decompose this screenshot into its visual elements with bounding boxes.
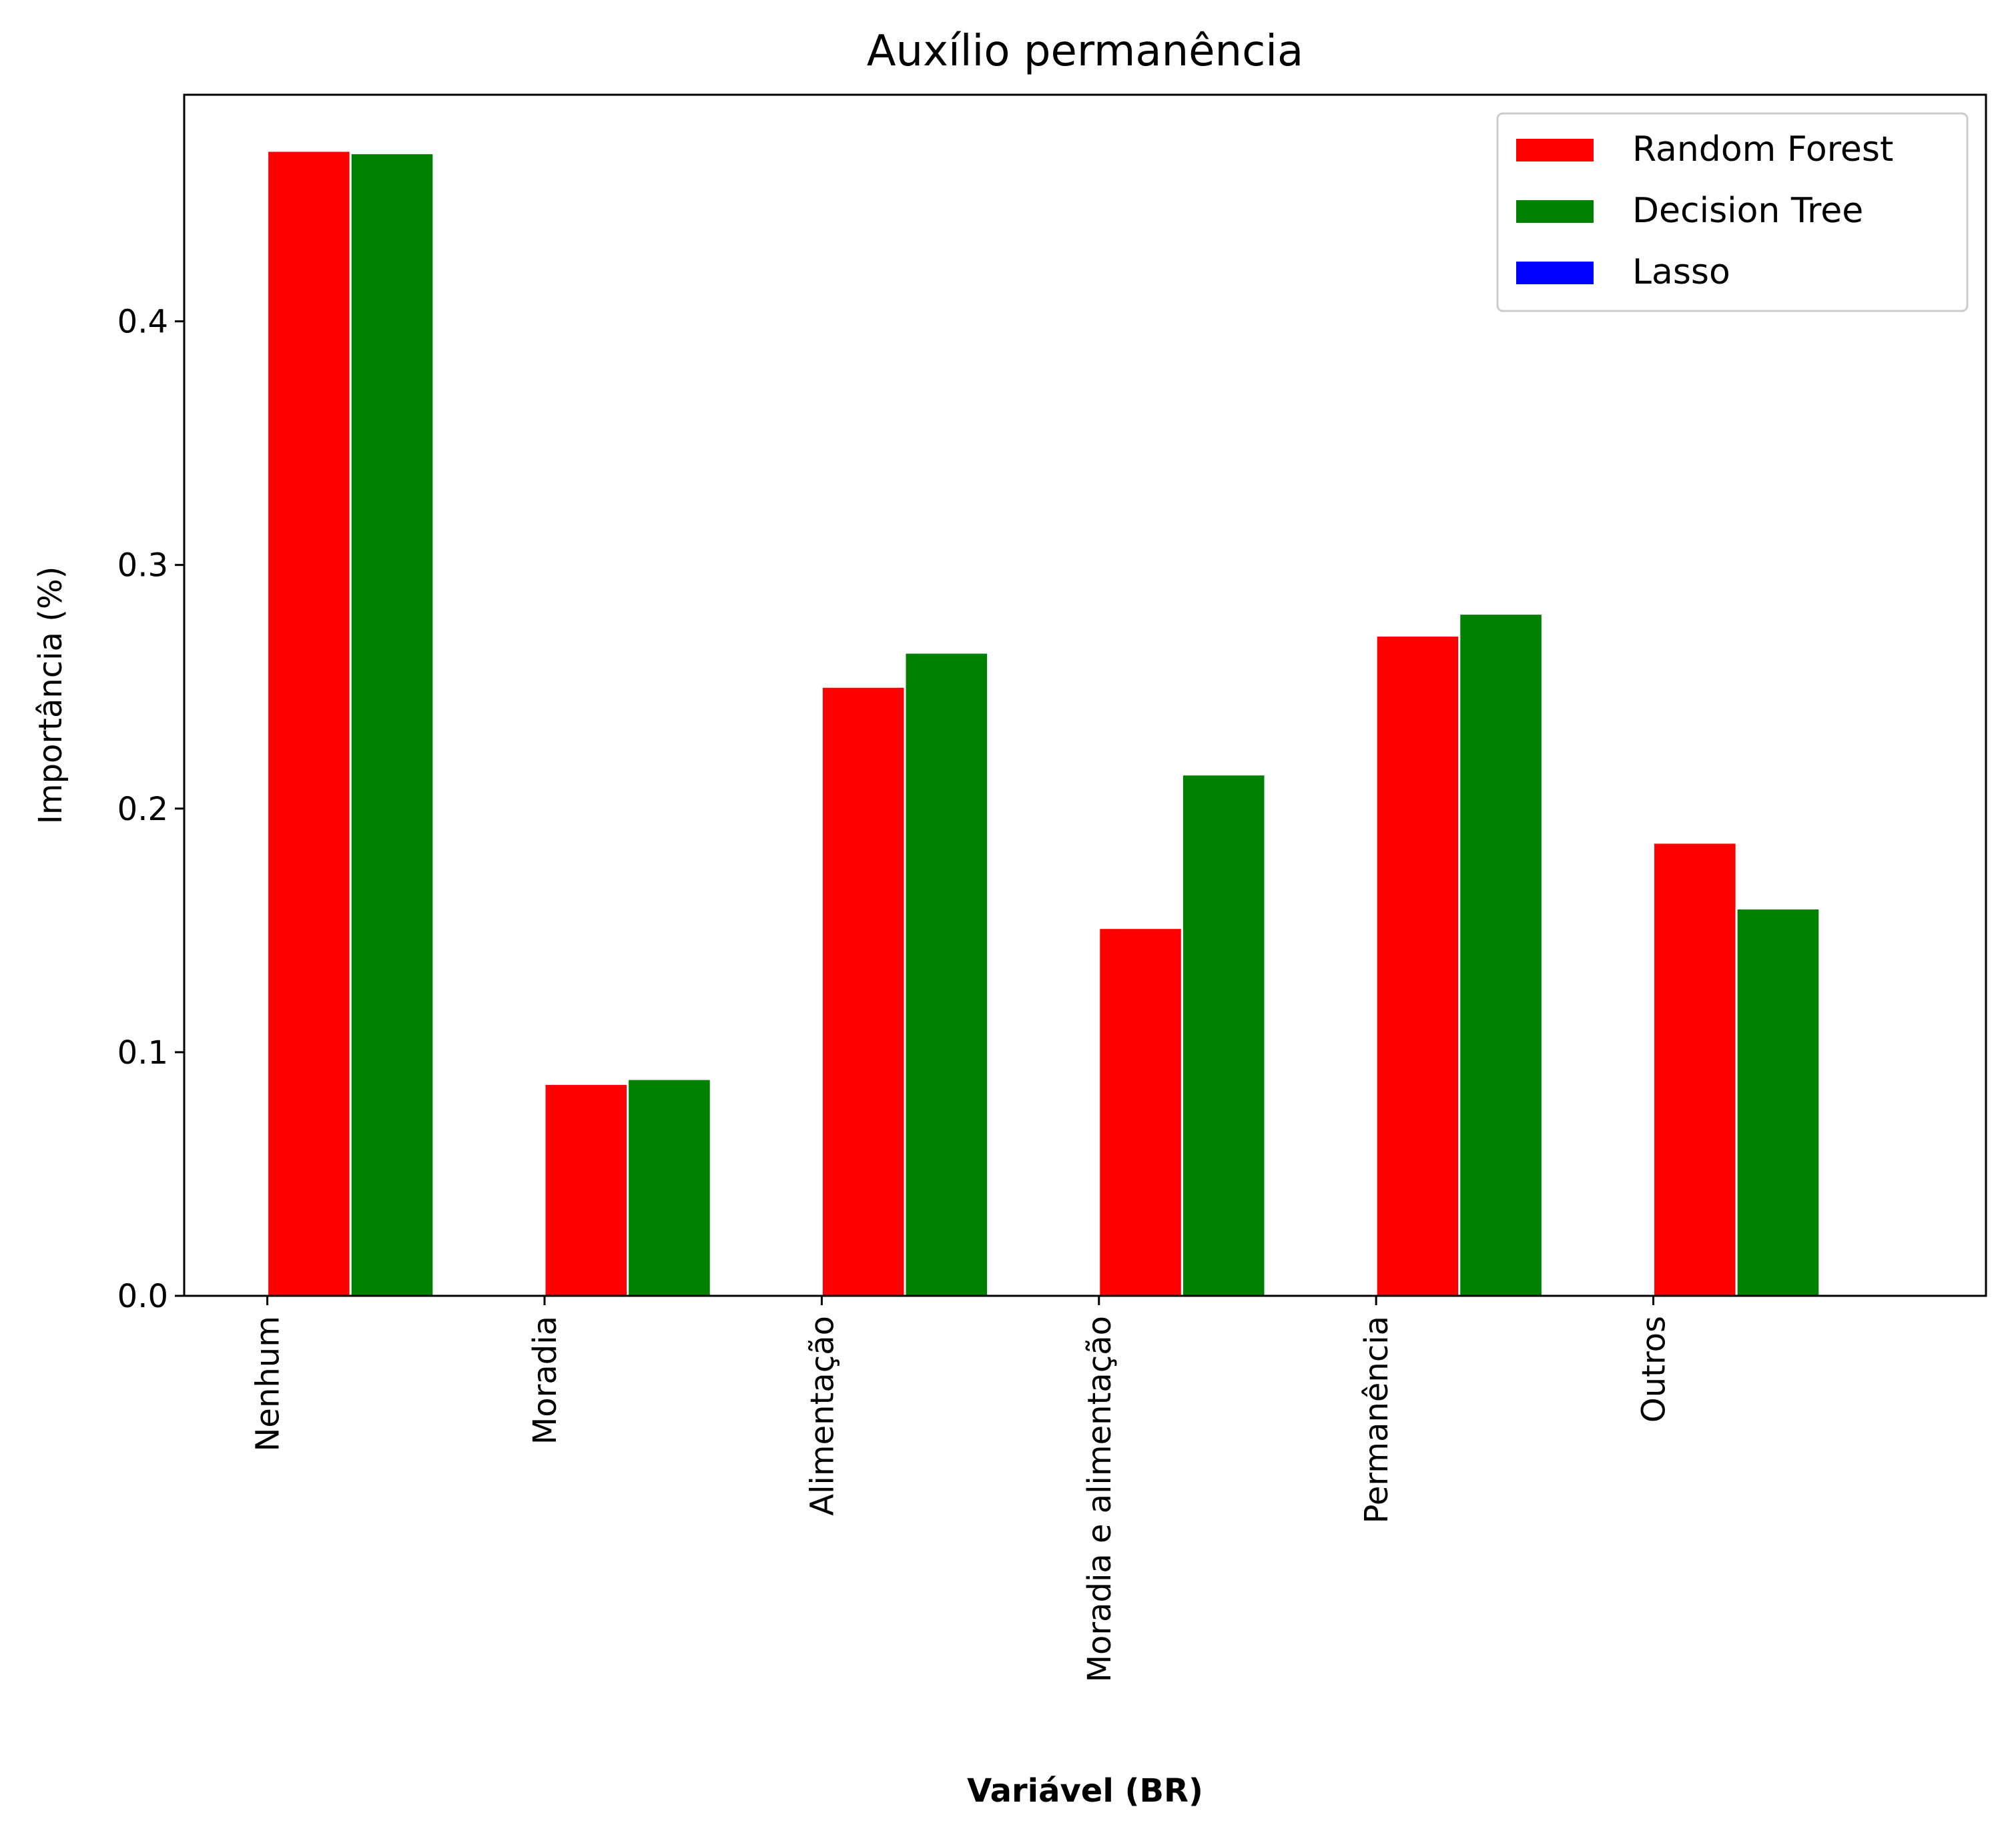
- y-tick-label: 0.0: [117, 1278, 168, 1315]
- legend-swatch-decision-tree: [1516, 200, 1594, 223]
- legend-swatch-random-forest: [1516, 139, 1594, 161]
- y-tick-label: 0.3: [117, 547, 168, 585]
- y-tick-label: 0.1: [117, 1034, 168, 1072]
- x-tick-label: Outros: [1636, 1316, 1673, 1423]
- bar-random-forest-4: [1375, 635, 1461, 1297]
- x-axis-label: Variável (BR): [967, 1772, 1203, 1810]
- bar-random-forest-0: [266, 149, 352, 1297]
- x-tick-label: Alimentação: [803, 1316, 841, 1516]
- legend-swatch-lasso: [1516, 262, 1594, 284]
- legend-frame: [1496, 112, 1969, 312]
- bar-random-forest-1: [543, 1082, 629, 1297]
- x-tick-label: Moradia: [527, 1316, 564, 1445]
- legend: Random Forest Decision Tree Lasso: [1496, 112, 1969, 312]
- bar-decision-tree-3: [1181, 773, 1267, 1297]
- bar-decision-tree-0: [349, 152, 435, 1297]
- plot-area-frame: [183, 93, 1987, 1297]
- legend-label: Decision Tree: [1632, 191, 1863, 231]
- x-tick-label: Moradia e alimentação: [1081, 1316, 1118, 1682]
- y-axis: 0.0 0.1 0.2 0.3 0.4: [117, 304, 184, 1315]
- bars-layer: [266, 149, 1821, 1297]
- bar-decision-tree-5: [1735, 907, 1821, 1297]
- bar-decision-tree-2: [904, 651, 990, 1297]
- y-tick-label: 0.4: [117, 304, 168, 341]
- y-axis-label: Importância (%): [32, 567, 69, 825]
- x-tick-label: Nenhum: [250, 1316, 287, 1451]
- bar-random-forest-2: [820, 685, 906, 1297]
- x-axis: Nenhum Moradia Alimentação Moradia e alimen…: [250, 1296, 1673, 1682]
- x-tick-label: Permanência: [1358, 1316, 1395, 1523]
- legend-label: Random Forest: [1632, 129, 1893, 169]
- bar-decision-tree-1: [627, 1078, 712, 1297]
- bar-random-forest-5: [1652, 841, 1738, 1297]
- chart-title: Auxílio permanência: [867, 27, 1304, 76]
- y-tick-label: 0.2: [117, 791, 168, 828]
- legend-label: Lasso: [1632, 252, 1730, 292]
- bar-decision-tree-4: [1458, 613, 1544, 1297]
- bar-random-forest-3: [1098, 927, 1183, 1297]
